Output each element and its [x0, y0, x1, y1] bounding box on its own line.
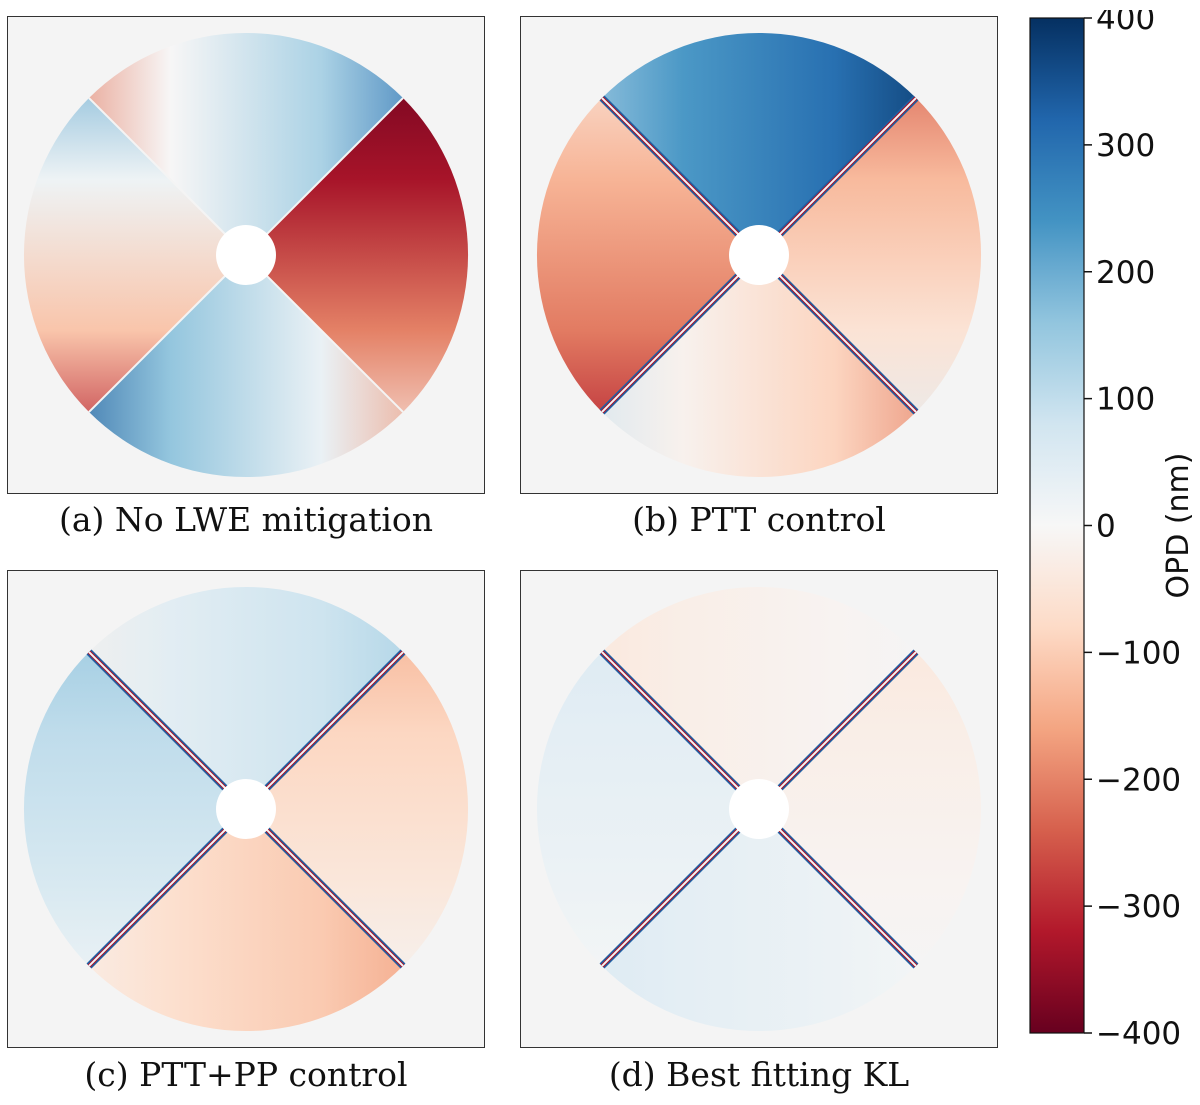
quadrant-right: [759, 98, 982, 412]
colorbar-tick-label: −100: [1096, 635, 1181, 671]
spider-vane: [758, 651, 917, 810]
colorbar-tick-label: 0: [1096, 509, 1116, 545]
spider-vane: [88, 254, 247, 413]
quadrant-top: [89, 32, 403, 256]
panel-b: [520, 16, 998, 494]
quadrant-top: [602, 586, 916, 809]
spider-vane: [758, 254, 917, 413]
colorbar-tick-label: −300: [1096, 889, 1181, 925]
opd-map-a: [7, 16, 485, 494]
colorbar-svg: 400 300 200 100 0 −100 −200 −300 −400 OPD (nm): [1029, 10, 1196, 1052]
caption-b: (b) PTT control: [632, 500, 886, 539]
spider-vane: [601, 808, 760, 967]
spider-vane: [601, 254, 760, 413]
quadrant-bottom: [602, 809, 916, 1032]
quadrant-left: [23, 652, 246, 966]
quadrant-top: [602, 32, 916, 256]
colorbar-tick-label: −400: [1096, 1016, 1181, 1052]
spider-vane: [601, 651, 760, 810]
colorbar-tick-label: 400: [1096, 10, 1155, 37]
opd-map-d: [520, 570, 998, 1048]
opd-map-c: [7, 570, 485, 1048]
spider-vane: [245, 808, 404, 967]
spider-vane: [245, 651, 404, 810]
central-obstruction: [729, 779, 789, 839]
quadrant-left: [536, 652, 759, 966]
colorbar-tick-label: −200: [1096, 762, 1181, 798]
panel-d: [520, 570, 998, 1048]
quadrant-right: [759, 652, 982, 966]
spider-vane: [245, 254, 404, 413]
colorbar-gradient: [1029, 17, 1085, 1034]
spider-vane: [88, 97, 247, 256]
caption-d: (d) Best fitting KL: [608, 1055, 910, 1094]
spider-vane: [88, 808, 247, 967]
central-obstruction: [216, 779, 276, 839]
quadrant-bottom: [602, 255, 916, 478]
quadrant-left: [536, 98, 759, 412]
central-obstruction: [729, 225, 789, 285]
quadrant-top: [89, 586, 403, 809]
colorbar-label: OPD (nm): [1161, 453, 1196, 599]
quadrant-right: [246, 98, 469, 412]
quadrant-left: [23, 98, 246, 412]
colorbar-tick-label: 100: [1096, 382, 1155, 418]
colorbar-tick-label: 200: [1096, 255, 1155, 291]
spider-vane: [88, 651, 247, 810]
quadrant-bottom: [89, 255, 403, 478]
opd-map-b: [520, 16, 998, 494]
spider-vane: [245, 97, 404, 256]
central-obstruction: [216, 225, 276, 285]
spider-vane: [758, 97, 917, 256]
colorbar-tick-label: 300: [1096, 128, 1155, 164]
panel-a: [7, 16, 485, 494]
spider-vane: [601, 97, 760, 256]
colorbar: 400 300 200 100 0 −100 −200 −300 −400 OPD (nm): [1020, 10, 1200, 1060]
quadrant-right: [246, 652, 469, 966]
caption-c: (c) PTT+PP control: [84, 1055, 408, 1094]
panel-c: [7, 570, 485, 1048]
quadrant-bottom: [89, 809, 403, 1032]
spider-vane: [758, 808, 917, 967]
caption-a: (a) No LWE mitigation: [58, 500, 434, 539]
